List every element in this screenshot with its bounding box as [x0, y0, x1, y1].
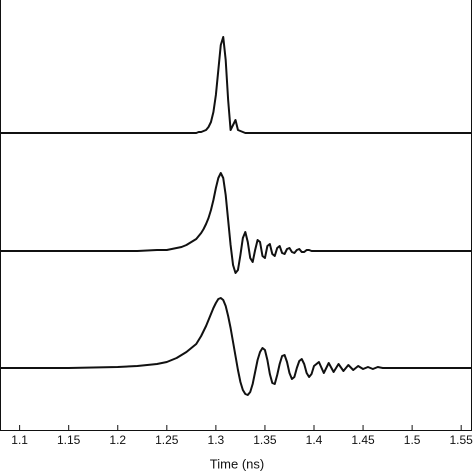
- x-axis-label: Time (ns): [210, 456, 264, 471]
- x-tick-label: 1.45: [351, 433, 375, 447]
- waveform-line: [0, 36, 471, 134]
- x-tick-label: 1.5: [404, 433, 421, 447]
- x-tick-label: 1.3: [208, 433, 225, 447]
- x-tick-label: 1.15: [57, 433, 81, 447]
- waveform-line: [0, 172, 471, 274]
- x-tick-label: 1.55: [450, 433, 474, 447]
- x-tick-label: 1.2: [109, 433, 126, 447]
- waveform-line: [0, 297, 471, 396]
- x-tick-label: 1.1: [11, 433, 28, 447]
- x-tick-label: 1.35: [253, 433, 277, 447]
- x-tick-label: 1.25: [155, 433, 179, 447]
- x-tick-label: 1.4: [306, 433, 323, 447]
